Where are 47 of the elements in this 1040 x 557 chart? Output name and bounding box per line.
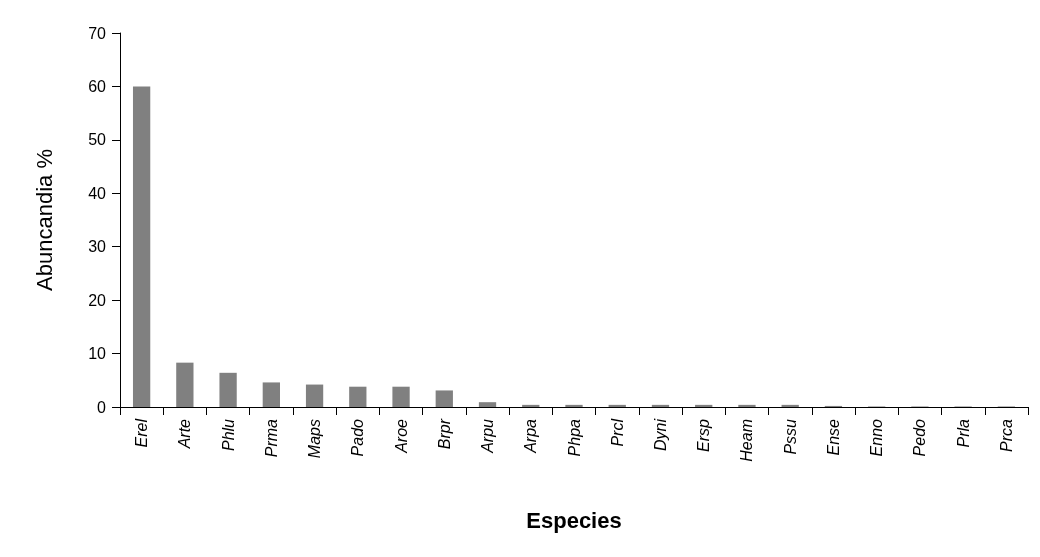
bar <box>608 404 626 407</box>
y-tick-label: 40 <box>88 184 107 202</box>
x-tick-label: Aroe <box>392 418 410 454</box>
x-tick-label: Maps <box>306 419 324 459</box>
y-tick-label: 10 <box>88 345 107 363</box>
bar <box>262 382 280 407</box>
bar <box>435 390 453 407</box>
x-tick-label: Pado <box>349 418 367 457</box>
bar <box>132 86 151 407</box>
bar <box>349 386 367 407</box>
bar <box>695 404 713 407</box>
y-tick-label: 30 <box>88 238 107 256</box>
bar <box>392 386 410 407</box>
x-tick-label: Prcl <box>608 418 626 447</box>
x-tick-label: Pssu <box>781 418 799 455</box>
x-tick-label: Ersp <box>695 418 713 452</box>
y-tick-label: 70 <box>88 24 107 42</box>
x-axis-title: Especies <box>526 507 622 533</box>
x-tick-label: Arpa <box>522 418 540 454</box>
y-tick-label: 60 <box>88 77 107 95</box>
bar <box>522 404 540 407</box>
y-tick-label: 0 <box>97 398 107 416</box>
bar <box>176 362 194 407</box>
x-tick-label: Arpu <box>479 418 497 454</box>
x-tick-label: Prca <box>997 418 1015 452</box>
x-tick-label: Brpr <box>435 418 453 450</box>
x-tick-label: Enno <box>868 418 886 457</box>
x-tick-label: Dyni <box>651 418 669 452</box>
bar <box>565 404 583 407</box>
y-tick-label: 20 <box>88 291 107 309</box>
bar <box>651 404 670 407</box>
x-tick-label: Ense <box>824 418 842 456</box>
bar <box>219 372 237 407</box>
x-tick-label: Prla <box>954 418 972 448</box>
bar <box>478 402 497 407</box>
bar <box>305 384 324 407</box>
x-tick-label: Arte <box>176 418 194 450</box>
x-tick-label: Erel <box>133 418 151 448</box>
x-tick-label: Prma <box>262 418 280 458</box>
y-tick-label: 50 <box>88 131 107 149</box>
x-tick-label: Phpa <box>565 418 583 457</box>
bar <box>781 404 799 407</box>
bar <box>738 404 756 407</box>
y-axis-title: Abuncandia % <box>31 149 57 291</box>
x-tick-label: Heam <box>738 419 756 462</box>
x-tick-label: Pedo <box>911 418 929 457</box>
x-tick-label: Phlu <box>219 418 237 452</box>
